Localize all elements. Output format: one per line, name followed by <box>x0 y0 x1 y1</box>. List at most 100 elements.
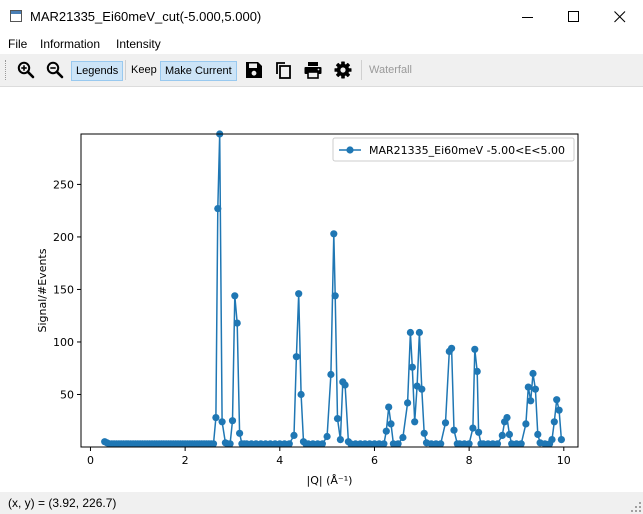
axes-frame <box>80 133 579 448</box>
data-point <box>380 440 388 448</box>
data-point <box>218 418 226 426</box>
x-axis: 0 2 4 6 8 10 <box>87 447 571 467</box>
data-point <box>285 440 293 448</box>
save-button[interactable] <box>241 58 267 82</box>
data-point <box>327 370 335 379</box>
data-point <box>441 419 450 427</box>
data-point <box>408 363 416 371</box>
data-point <box>212 414 220 422</box>
data-point <box>548 436 556 444</box>
x-tick-label: 0 <box>87 454 94 467</box>
x-tick-label: 8 <box>466 454 473 467</box>
window-title: MAR21335_Ei60meV_cut(-5.000,5.000) <box>30 9 262 24</box>
menu-bar: File Information Intensity <box>0 33 643 54</box>
data-point <box>233 319 241 327</box>
data-point <box>341 381 349 389</box>
waterfall-button[interactable]: Waterfall <box>369 64 412 76</box>
menu-intensity[interactable]: Intensity <box>116 37 161 51</box>
data-point <box>553 396 561 404</box>
data-point <box>420 429 428 437</box>
gear-icon <box>334 61 352 79</box>
legends-toggle[interactable]: Legends <box>71 61 124 81</box>
data-point <box>522 420 530 428</box>
data-point <box>228 417 237 425</box>
data-point <box>411 418 419 426</box>
minimize-button[interactable] <box>505 0 551 33</box>
data-point <box>418 385 426 393</box>
data-point <box>465 440 473 448</box>
data-point <box>469 424 477 432</box>
minimize-icon <box>522 17 533 18</box>
data-point <box>524 383 532 391</box>
data-point <box>399 433 407 442</box>
y-tick-label: 100 <box>53 336 74 349</box>
data-point <box>290 431 298 439</box>
keep-button[interactable]: Keep <box>131 64 157 76</box>
data-point <box>437 440 445 448</box>
data-point <box>318 440 326 448</box>
data-point <box>557 436 566 444</box>
data-point <box>448 344 456 352</box>
copy-button[interactable] <box>270 58 296 82</box>
data-series <box>101 130 566 448</box>
series-line <box>104 133 563 445</box>
data-point <box>406 328 414 337</box>
data-point <box>493 440 502 448</box>
print-button[interactable] <box>300 58 326 82</box>
toolbar-separator <box>361 60 362 80</box>
data-point <box>336 436 344 444</box>
data-point <box>450 426 458 434</box>
legend-marker-swatch <box>346 146 354 154</box>
data-point <box>297 390 305 399</box>
chart: 50 100 150 200 250 0 2 4 6 8 10 |Q| (Å⁻¹) Signal/… <box>36 130 579 487</box>
x-tick-label: 2 <box>182 454 189 467</box>
data-point <box>387 420 395 428</box>
data-point <box>231 292 239 300</box>
zoom-out-button[interactable] <box>42 58 68 82</box>
data-point <box>385 403 393 411</box>
data-point <box>550 418 558 426</box>
data-point <box>555 406 563 414</box>
resize-grip-icon[interactable] <box>631 502 641 512</box>
data-point <box>292 353 300 361</box>
legend[interactable]: MAR21335_Ei60meV -5.00<E<5.00 <box>332 137 575 162</box>
x-axis-label: |Q| (Å⁻¹) <box>307 474 353 487</box>
data-point <box>394 440 402 448</box>
data-point <box>295 290 303 298</box>
data-point <box>534 430 542 438</box>
menu-information[interactable]: Information <box>40 37 101 51</box>
app-window-icon <box>10 10 22 22</box>
maximize-button[interactable] <box>551 0 597 33</box>
toolbar-grip[interactable] <box>5 60 9 80</box>
data-point <box>333 415 342 423</box>
copy-icon <box>276 62 291 79</box>
data-point <box>331 292 339 300</box>
y-axis: 50 100 150 200 250 <box>53 178 81 401</box>
maximize-icon <box>568 11 579 22</box>
menu-file[interactable]: File <box>8 37 28 51</box>
x-tick-label: 10 <box>557 454 571 467</box>
zoom-in-button[interactable] <box>13 58 39 82</box>
toolbar: Legends Keep Make Current <box>0 54 643 87</box>
save-icon <box>246 62 262 78</box>
title-bar: MAR21335_Ei60meV_cut(-5.000,5.000) <box>0 0 643 33</box>
data-point <box>415 328 423 337</box>
data-point <box>471 345 479 353</box>
legend-box <box>332 137 575 162</box>
data-point <box>527 397 535 405</box>
x-tick-label: 4 <box>276 454 283 467</box>
settings-button[interactable] <box>330 58 356 82</box>
data-point <box>531 385 540 393</box>
data-point <box>330 230 338 238</box>
data-point <box>382 427 390 435</box>
y-tick-label: 50 <box>60 388 74 401</box>
x-tick-label: 6 <box>371 454 378 467</box>
y-tick-label: 150 <box>53 283 74 296</box>
plot-canvas[interactable]: 50 100 150 200 250 0 2 4 6 8 10 |Q| (Å⁻¹) Signal/… <box>0 87 643 492</box>
data-point <box>236 429 244 437</box>
y-axis-label: Signal/#Events <box>36 248 49 332</box>
data-point <box>503 414 511 422</box>
data-point <box>529 369 537 378</box>
close-button[interactable] <box>597 0 643 33</box>
make-current-toggle[interactable]: Make Current <box>160 61 237 81</box>
